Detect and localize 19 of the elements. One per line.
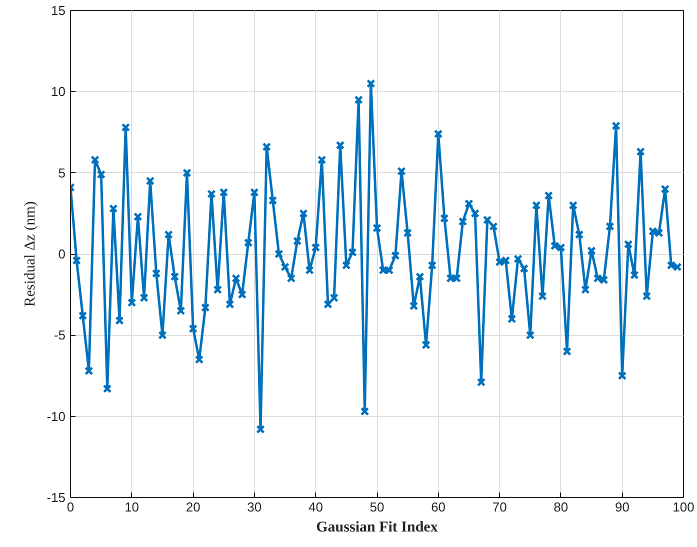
x-tick-label: 10 — [124, 500, 140, 514]
x-tick-label: 100 — [672, 500, 694, 514]
x-tick-label: 70 — [492, 500, 507, 514]
y-tick-label: -15 — [46, 490, 66, 505]
x-tick-label: 50 — [370, 500, 384, 514]
x-tick-label: 90 — [614, 500, 630, 514]
x-tick-label: 20 — [186, 500, 200, 514]
x-axis-title: Gaussian Fit Index — [316, 520, 438, 536]
y-axis-title: Residual Δz (nm) — [22, 201, 39, 307]
y-tick-label: -5 — [54, 328, 66, 343]
y-tick-label: 10 — [51, 84, 66, 100]
x-tick-label: 80 — [554, 500, 568, 514]
x-tick-label: 40 — [308, 500, 323, 514]
x-tick-label: 30 — [247, 500, 262, 514]
x-tick-label: 60 — [431, 500, 446, 514]
y-tick-label: 0 — [58, 246, 66, 262]
y-tick-label: -10 — [46, 408, 66, 424]
y-tick-label: 15 — [51, 3, 66, 18]
y-tick-label: 5 — [58, 165, 66, 180]
